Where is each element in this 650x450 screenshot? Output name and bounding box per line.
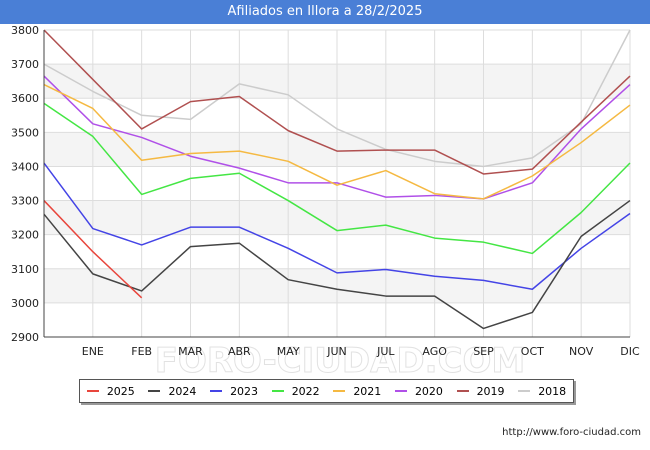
x-tick-label: NOV [569, 345, 594, 358]
legend-item-2021: 2021 [333, 385, 381, 398]
watermark: FORO-CIUDAD.COM [155, 341, 526, 381]
legend-item-2018: 2018 [518, 385, 566, 398]
y-tick-label: 3100 [11, 263, 39, 276]
x-tick-label: ABR [228, 345, 251, 358]
x-tick-label: OCT [521, 345, 544, 358]
series-line-2018 [43, 29, 631, 168]
legend-swatch [210, 390, 223, 392]
legend-label: 2024 [168, 384, 197, 398]
series-line-2020 [43, 75, 631, 200]
legend-label: 2023 [230, 384, 259, 398]
x-tick-label: AGO [422, 345, 447, 358]
series-line-2023 [43, 162, 631, 290]
legend-swatch [271, 390, 284, 392]
legend-item-2023: 2023 [210, 385, 258, 398]
series-line-2021 [43, 83, 631, 200]
legend-label: 2022 [291, 384, 320, 398]
x-tick-label: JUL [376, 345, 395, 358]
x-tick-label: SEP [473, 345, 494, 358]
series-line-2019 [43, 29, 631, 175]
axes: 2900 3000 3100 3200 3300 3400 3500 3600 3700 3800… [11, 24, 640, 358]
x-tick-label: FEB [131, 345, 152, 358]
x-tick-label: ENE [82, 345, 104, 358]
series-line-2024 [43, 199, 631, 330]
y-tick-label: 3300 [11, 195, 39, 208]
series-line-2025 [43, 200, 143, 299]
x-tick-label: DIC [620, 345, 640, 358]
chart-title: Afiliados en Illora a 28/2/2025 [0, 0, 650, 24]
y-tick-label: 3000 [11, 297, 39, 310]
series-line-2022 [43, 102, 631, 255]
legend-item-2022: 2022 [271, 384, 320, 398]
y-tick-label: 3500 [11, 126, 39, 139]
legend-item-2024: 2024 [148, 385, 196, 398]
legend-label: 2020 [414, 384, 443, 398]
legend-label: 2018 [538, 384, 567, 398]
x-tick-label: MAY [277, 345, 300, 358]
legend-swatch [518, 390, 531, 392]
legend: 2025 2024 2023 2022 2021 2020 2019 2018 [79, 379, 574, 403]
legend-swatch [148, 390, 161, 392]
legend-label: 2019 [476, 384, 505, 398]
legend-label: 2021 [353, 384, 382, 398]
legend-item-2020: 2020 [394, 384, 443, 398]
y-tick-label: 3800 [11, 24, 39, 37]
legend-item-2019: 2019 [456, 384, 505, 398]
x-tick-label: MAR [178, 345, 203, 358]
legend-swatch [394, 390, 407, 392]
y-tick-label: 3600 [11, 92, 39, 105]
y-tick-label: 3700 [11, 58, 39, 71]
y-tick-label: 3400 [11, 160, 39, 173]
y-tick-label: 2900 [11, 331, 39, 344]
grid-lines [44, 29, 631, 338]
legend-item-2025: 2025 [86, 384, 135, 398]
series-lines [43, 29, 631, 330]
legend-swatch [86, 390, 99, 392]
legend-label: 2025 [106, 384, 135, 398]
source-text: http://www.foro-ciudad.com [502, 427, 641, 438]
legend-swatch [333, 390, 346, 392]
legend-swatch [456, 390, 469, 392]
y-tick-label: 3200 [11, 229, 39, 242]
x-tick-label: JUN [326, 345, 347, 358]
